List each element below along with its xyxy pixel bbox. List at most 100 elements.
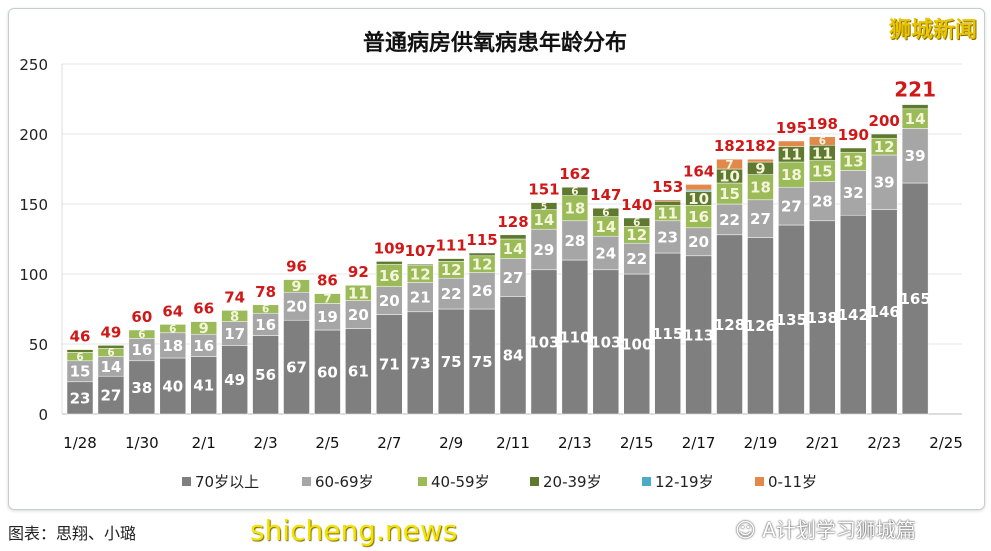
- segment-label: 11: [657, 205, 678, 223]
- bar-segment: [314, 329, 341, 415]
- legend-swatch: [182, 477, 191, 486]
- total-label: 92: [348, 263, 369, 281]
- watermark-logo: 狮城新闻: [888, 17, 977, 43]
- segment-label: 56: [255, 366, 276, 384]
- segment-label: 6: [602, 207, 609, 219]
- bar-segment: [809, 181, 836, 222]
- segment-label: 27: [750, 210, 771, 228]
- bar-segment: [159, 324, 187, 334]
- bar-stack-2/11: 84 27 14 128: [497, 213, 529, 415]
- total-label: 96: [286, 258, 307, 276]
- bar-stack-2/1: 41 169 66: [190, 300, 217, 415]
- segment-label: 15: [812, 163, 833, 181]
- segment-label: 16: [193, 337, 214, 355]
- segment-label: 11: [812, 144, 833, 162]
- segment-label: 15: [719, 185, 740, 203]
- bar-segment: [870, 209, 898, 415]
- segment-label: 110: [559, 328, 590, 346]
- bar-stack-2/23: 146 39 12 200: [869, 112, 900, 415]
- segment-label: 18: [564, 200, 585, 218]
- bar-segment: [190, 321, 217, 335]
- bar-stack-2/6: 61 20 11 92: [345, 263, 372, 415]
- bar-segment: [685, 184, 712, 191]
- segment-label: 100: [621, 335, 652, 353]
- segment-label: 6: [169, 323, 176, 335]
- bar-segment: [901, 182, 929, 415]
- segment-label: 84: [503, 347, 524, 365]
- segment-label: 18: [750, 179, 771, 197]
- bar-stack-2/7: 71 20 16 109: [374, 239, 405, 415]
- bar-segment: [654, 200, 681, 206]
- segment-label: 13: [843, 153, 864, 171]
- total-label: 107: [405, 242, 436, 260]
- bar-segment: [747, 174, 774, 201]
- segment-label: 14: [534, 211, 555, 229]
- bar-segment: [314, 303, 341, 331]
- bar-segment: [159, 332, 187, 359]
- segment-label: 6: [76, 351, 83, 363]
- bar-segment: [97, 345, 125, 349]
- segment-label: 26: [472, 282, 493, 300]
- segment-label: 12: [441, 261, 462, 279]
- legend-label: 0-11岁: [768, 473, 817, 491]
- segment-label: 9: [199, 320, 209, 337]
- bar-segment: [437, 277, 465, 310]
- total-label: 198: [807, 115, 838, 133]
- bar-segment: [66, 349, 94, 353]
- bar-segment: [716, 158, 743, 170]
- total-label: 190: [838, 126, 869, 144]
- total-label: 221: [894, 78, 936, 102]
- total-label: 162: [559, 165, 590, 183]
- total-label: 78: [255, 283, 276, 301]
- segment-label: 6: [107, 347, 114, 359]
- bar-segment: [437, 258, 465, 262]
- legend: 70岁以上 60-69岁 40-59岁 20-39岁 12-19岁 0-11岁: [182, 473, 817, 491]
- segment-label: 16: [131, 341, 152, 359]
- bar-segment: [499, 234, 527, 240]
- segment-label: 22: [441, 285, 462, 303]
- bar-segment: [716, 203, 743, 236]
- total-label: 66: [193, 300, 214, 318]
- segment-label: 22: [719, 211, 740, 229]
- segment-label: 135: [776, 311, 807, 329]
- segment-label: 16: [379, 267, 400, 285]
- bar-segment: [747, 237, 774, 415]
- bar-segment: [809, 220, 836, 415]
- bar-stack-2/13: 110 28 18 6 162: [559, 165, 591, 415]
- segment-label: 11: [781, 146, 802, 164]
- bar-segment: [345, 284, 372, 301]
- segment-label: 38: [131, 379, 152, 397]
- bar-segment: [314, 293, 341, 304]
- total-label: 46: [70, 328, 91, 346]
- total-label: 195: [776, 119, 807, 137]
- legend-swatch: [418, 477, 427, 486]
- segment-label: 27: [503, 269, 524, 287]
- bar-stack-2/4: 67 20 9 96: [283, 258, 310, 415]
- segment-label: 18: [781, 166, 802, 184]
- legend-swatch: [530, 477, 539, 486]
- legend-item: 60-69岁: [302, 473, 374, 491]
- segment-label: 115: [652, 325, 683, 343]
- bar-segment: [561, 259, 589, 415]
- segment-label: 10: [719, 167, 740, 185]
- segment-label: 27: [100, 387, 121, 405]
- wechat-account: A计划学习狮城篇: [762, 518, 916, 542]
- bar-segment: [561, 186, 589, 196]
- segment-label: 18: [162, 337, 183, 355]
- bar-segment: [592, 235, 620, 271]
- segment-label: 103: [528, 333, 559, 351]
- segment-label: 28: [812, 193, 833, 211]
- bar-segment: [252, 304, 279, 314]
- segment-label: 75: [441, 353, 462, 371]
- bar-stack-1/31: 40 18 6 64: [159, 302, 187, 415]
- total-label: 115: [466, 231, 497, 249]
- total-label: 109: [374, 239, 405, 257]
- segment-label: 113: [683, 326, 714, 344]
- chart-title: 普通病房供氧病患年龄分布: [363, 30, 627, 56]
- bar-segment: [685, 255, 712, 415]
- segment-label: 6: [262, 304, 269, 316]
- legend-item: 20-39岁: [530, 473, 602, 491]
- x-tick-label: 2/19: [744, 434, 778, 452]
- bar-segment: [468, 272, 496, 310]
- y-tick-label: 250: [19, 56, 48, 74]
